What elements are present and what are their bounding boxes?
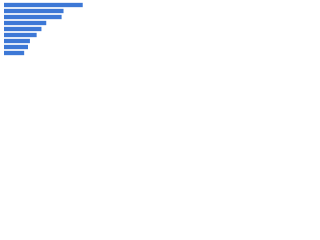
bar (4, 20, 47, 26)
bar (4, 50, 25, 56)
bar (4, 32, 37, 38)
bar (4, 2, 83, 8)
bar (4, 26, 42, 32)
page: (() => { const data = JSON.parse(documen… (0, 0, 320, 71)
bar (4, 8, 64, 14)
chart (0, 0, 100, 71)
bar (4, 14, 62, 20)
bar (4, 38, 30, 44)
bar (4, 44, 28, 50)
